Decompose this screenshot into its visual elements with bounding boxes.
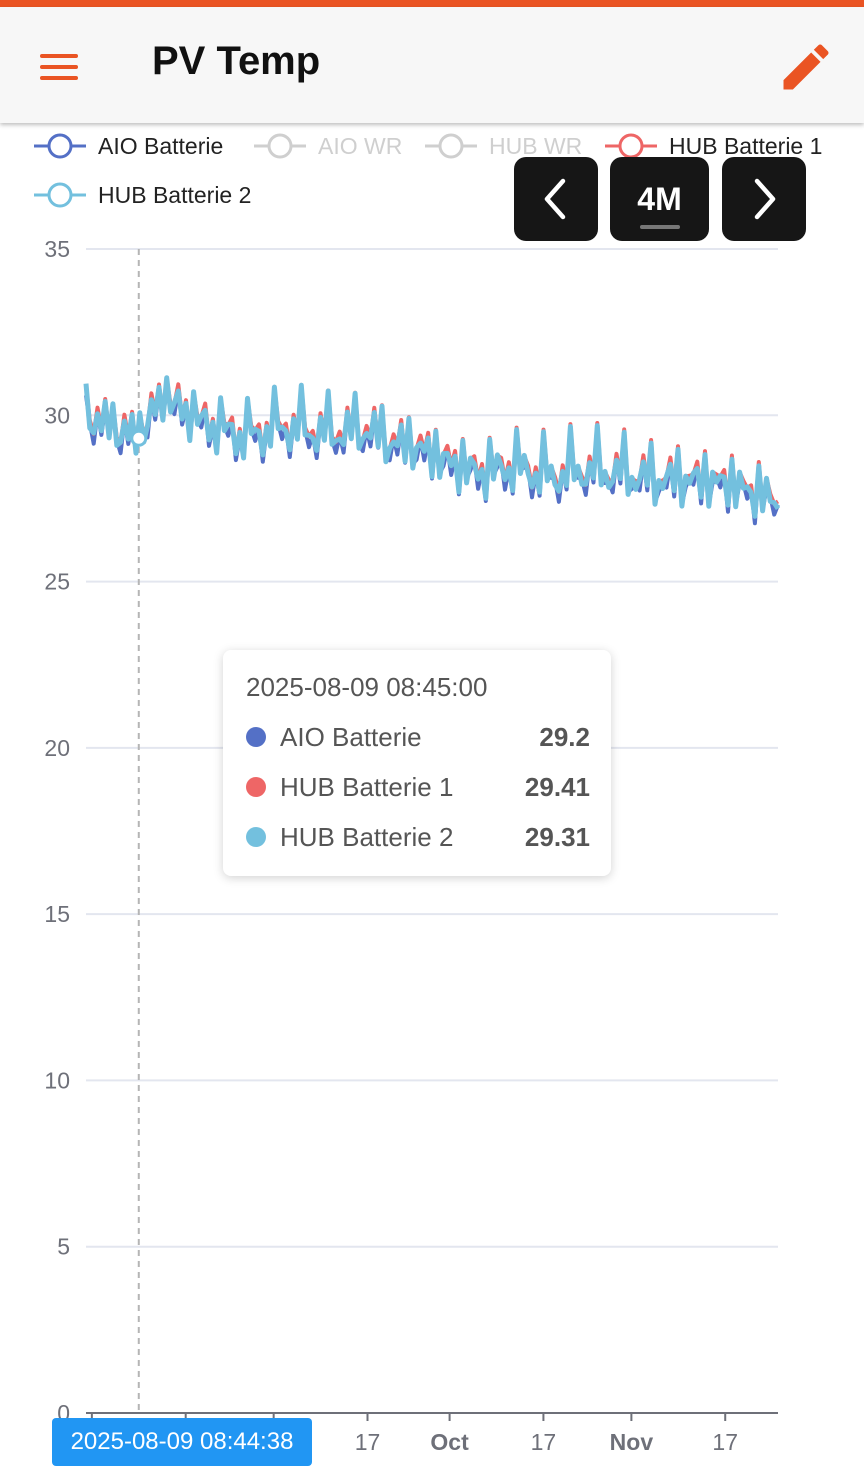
app-header: PV Temp bbox=[0, 7, 864, 123]
legend-item-aio-wr[interactable]: AIO WR bbox=[252, 126, 402, 166]
x-tick-label: 17 bbox=[712, 1429, 738, 1455]
legend-line-circle-icon bbox=[34, 182, 86, 208]
y-tick-label: 35 bbox=[44, 236, 70, 262]
page-title: PV Temp bbox=[152, 39, 321, 83]
tooltip-time: 2025-08-09 08:45:00 bbox=[246, 672, 488, 702]
x-tick-label: Oct bbox=[430, 1429, 469, 1455]
chevron-right-icon bbox=[754, 178, 776, 220]
legend-line-circle-icon bbox=[425, 133, 477, 159]
axis-pointer-label: 2025-08-09 08:44:38 bbox=[52, 1418, 312, 1466]
hamburger-menu-icon-bar bbox=[40, 65, 78, 69]
tooltip-series-name: HUB Batterie 1 bbox=[280, 771, 454, 802]
legend-item-hub-batterie-2[interactable]: HUB Batterie 2 bbox=[32, 175, 251, 215]
legend-line-circle-icon bbox=[254, 133, 306, 159]
legend-item-hub-wr[interactable]: HUB WR bbox=[423, 126, 582, 166]
series-dot-icon bbox=[246, 777, 266, 797]
x-tick-label: 17 bbox=[531, 1429, 557, 1455]
menu-button[interactable] bbox=[28, 37, 88, 97]
legend-line-circle-icon bbox=[34, 133, 86, 159]
edit-button[interactable] bbox=[776, 37, 836, 97]
legend-label: AIO Batterie bbox=[98, 132, 224, 159]
next-range-button[interactable] bbox=[722, 157, 806, 241]
legend-line-circle-icon bbox=[605, 133, 657, 159]
previous-range-button[interactable] bbox=[514, 157, 598, 241]
series-line bbox=[83, 375, 781, 519]
legend-label: HUB WR bbox=[489, 132, 583, 159]
chart-legend: AIO Batterie AIO WR HUB WR HUB Batterie … bbox=[0, 124, 864, 224]
range-underline bbox=[640, 225, 680, 229]
legend-label: AIO WR bbox=[318, 132, 403, 159]
legend-item-hub-batterie-1[interactable]: HUB Batterie 1 bbox=[603, 126, 822, 166]
legend-label: HUB Batterie 1 bbox=[669, 132, 823, 159]
series-dot-icon bbox=[246, 827, 266, 847]
tooltip-series-value: 29.2 bbox=[539, 721, 590, 752]
series-dot-icon bbox=[246, 727, 266, 747]
range-label: 4M bbox=[637, 180, 682, 217]
tooltip-series-name: HUB Batterie 2 bbox=[280, 821, 454, 852]
x-tick-label: 17 bbox=[355, 1429, 381, 1455]
chevron-left-icon bbox=[544, 178, 566, 220]
pencil-icon bbox=[783, 44, 829, 90]
tooltip-series-value: 29.41 bbox=[524, 771, 590, 802]
y-tick-label: 20 bbox=[44, 735, 70, 761]
pointer-marker bbox=[130, 429, 148, 447]
legend-label: HUB Batterie 2 bbox=[98, 181, 252, 208]
x-tick-label: Nov bbox=[610, 1429, 654, 1455]
tooltip-series-name: AIO Batterie bbox=[280, 721, 422, 752]
tooltip-row: HUB Batterie 1 29.41 bbox=[246, 770, 590, 804]
tooltip-series-value: 29.31 bbox=[524, 821, 590, 852]
y-tick-label: 25 bbox=[44, 569, 70, 595]
tooltip-row: AIO Batterie 29.2 bbox=[246, 720, 590, 754]
tooltip-row: HUB Batterie 2 29.31 bbox=[246, 820, 590, 854]
range-select-button[interactable]: 4M bbox=[610, 157, 709, 241]
y-tick-label: 10 bbox=[44, 1067, 70, 1093]
hamburger-menu-icon bbox=[40, 54, 78, 58]
chart-tooltip: 2025-08-09 08:45:00 AIO Batterie 29.2 HU… bbox=[223, 650, 611, 876]
hamburger-menu-icon-bar bbox=[40, 76, 78, 80]
legend-item-aio-batterie[interactable]: AIO Batterie bbox=[32, 126, 223, 166]
top-accent-bar bbox=[0, 0, 864, 7]
y-tick-label: 15 bbox=[44, 901, 70, 927]
y-tick-label: 30 bbox=[44, 402, 70, 428]
y-tick-label: 5 bbox=[57, 1234, 70, 1260]
